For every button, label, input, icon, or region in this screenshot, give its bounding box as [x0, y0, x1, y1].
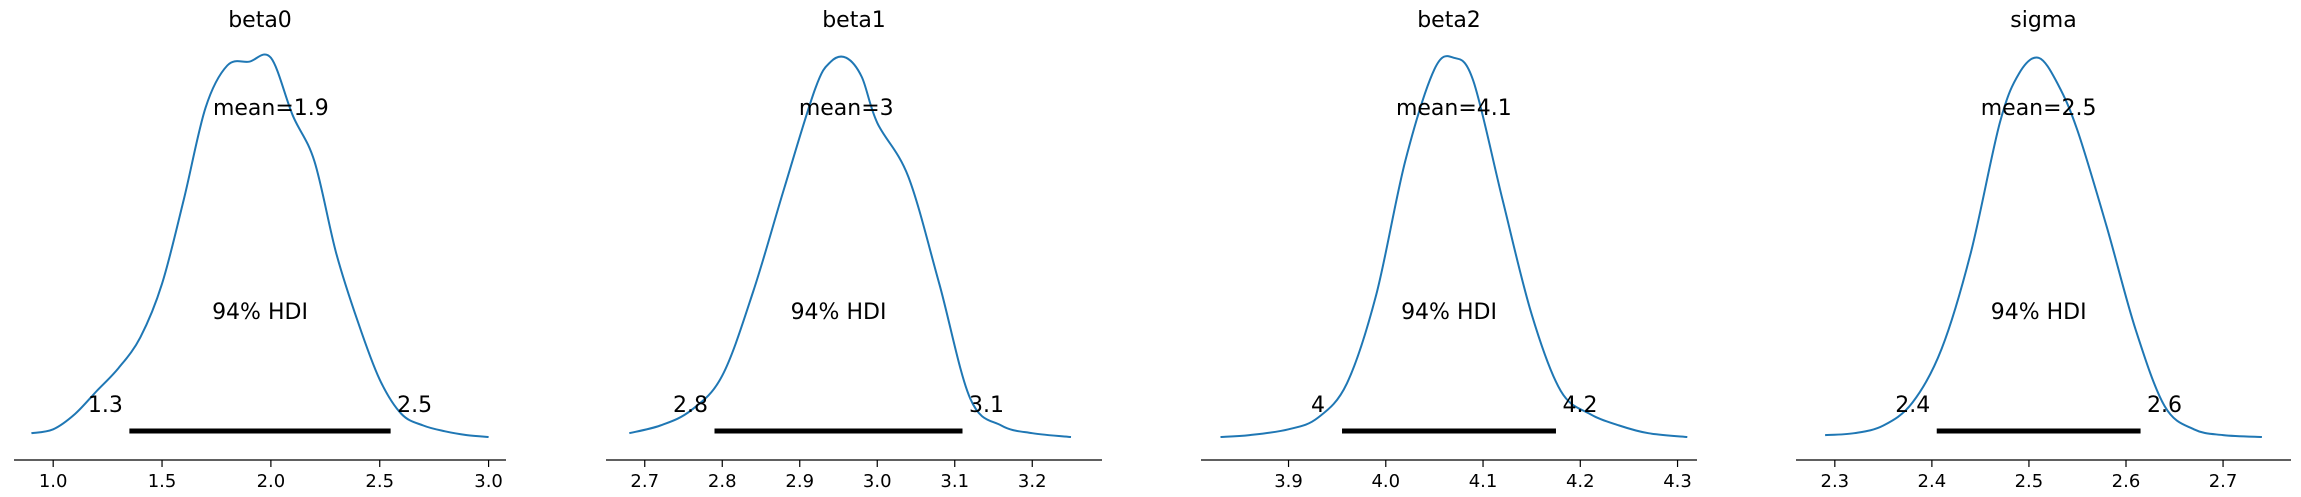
x-tick-label: 1.0: [39, 471, 68, 492]
x-tick-label: 4.2: [1566, 471, 1595, 492]
density-curve: [1220, 55, 1688, 438]
hdi-label: 94% HDI: [212, 300, 308, 325]
x-tick-label: 4.1: [1469, 471, 1498, 492]
hdi-high-label: 3.1: [969, 393, 1004, 418]
x-tick-label: 2.0: [257, 471, 286, 492]
hdi-low-label: 4: [1311, 393, 1325, 418]
x-tick-label: 4.0: [1371, 471, 1400, 492]
hdi-low-label: 2.8: [673, 393, 708, 418]
posterior-panel-beta1: beta1 mean=3 94% HDI 2.8 3.1 2.7 2.8 2.9 3.0 3.1 3…: [606, 8, 1102, 492]
x-tick-label: 3.0: [863, 471, 892, 492]
hdi-low-label: 2.4: [1895, 393, 1930, 418]
x-tick-label: 2.7: [630, 471, 659, 492]
x-tick-label: 3.2: [1018, 471, 1047, 492]
x-tick-label: 2.5: [365, 471, 394, 492]
x-tick-label: 4.3: [1663, 471, 1692, 492]
hdi-low-label: 1.3: [88, 393, 123, 418]
x-tick-label: 3.9: [1274, 471, 1303, 492]
posterior-panel-beta2: beta2 mean=4.1 94% HDI 4 4.2 3.9 4.0 4.1 4.2 4.3: [1201, 8, 1697, 492]
x-tick-label: 2.4: [1918, 471, 1947, 492]
panel-title: beta0: [228, 8, 292, 33]
hdi-label: 94% HDI: [1991, 300, 2087, 325]
hdi-label: 94% HDI: [1401, 300, 1497, 325]
x-tick-label: 2.9: [785, 471, 814, 492]
density-curve: [629, 55, 1072, 438]
x-tick-label: 3.1: [940, 471, 969, 492]
mean-label: mean=4.1: [1396, 96, 1512, 121]
panel-title: sigma: [2010, 8, 2076, 33]
x-tick-label: 2.3: [1821, 471, 1850, 492]
density-curve: [1825, 56, 2262, 438]
mean-label: mean=2.5: [1981, 96, 2097, 121]
x-tick-label: 2.6: [2112, 471, 2141, 492]
x-tick-label: 2.5: [2015, 471, 2044, 492]
x-tick-label: 2.7: [2209, 471, 2238, 492]
x-tick-label: 3.0: [474, 471, 503, 492]
x-tick-label: 2.8: [708, 471, 737, 492]
panel-title: beta1: [822, 8, 886, 33]
hdi-high-label: 2.5: [397, 393, 432, 418]
hdi-high-label: 4.2: [1562, 393, 1597, 418]
posterior-panel-sigma: sigma mean=2.5 94% HDI 2.4 2.6 2.3 2.4 2.5 2.6 2.…: [1796, 8, 2291, 492]
mean-label: mean=1.9: [213, 96, 329, 121]
hdi-high-label: 2.6: [2147, 393, 2182, 418]
hdi-label: 94% HDI: [791, 300, 887, 325]
panel-title: beta2: [1417, 8, 1481, 33]
x-tick-label: 1.5: [148, 471, 177, 492]
density-curve: [31, 53, 489, 438]
posterior-panel-beta0: beta0 mean=1.9 94% HDI 1.3 2.5 1.0 1.5 2.0 2.5 3.…: [14, 8, 506, 492]
mean-label: mean=3: [799, 96, 894, 121]
